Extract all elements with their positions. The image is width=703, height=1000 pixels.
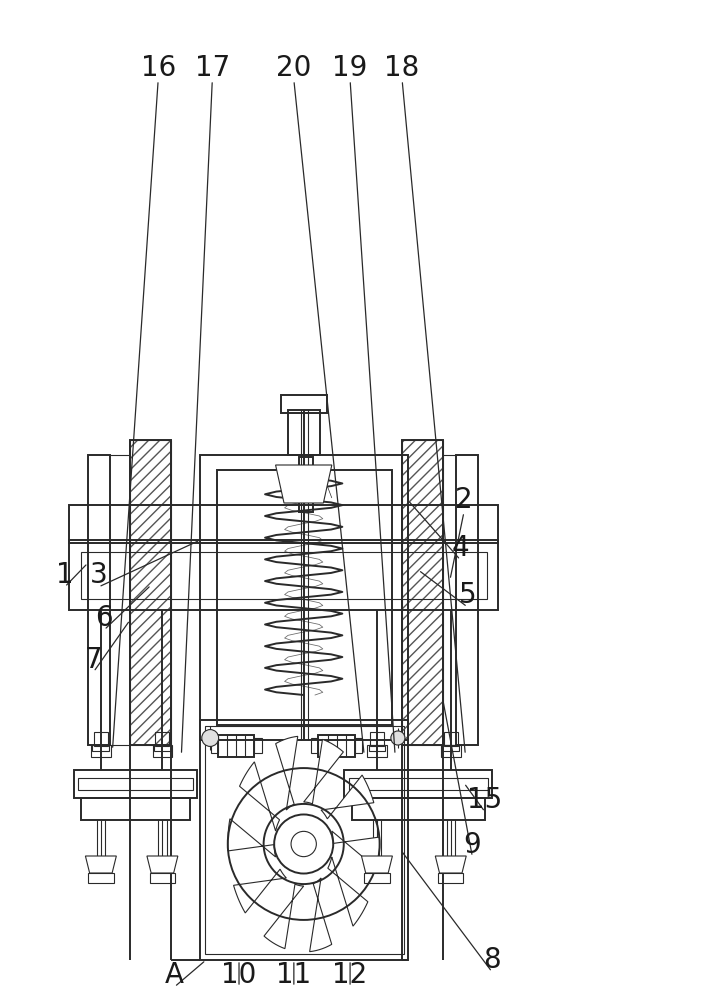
Bar <box>200 455 408 740</box>
Bar <box>218 735 254 757</box>
Polygon shape <box>361 856 392 873</box>
Polygon shape <box>240 762 280 831</box>
Bar <box>355 738 362 753</box>
Bar <box>344 770 492 798</box>
Text: 2: 2 <box>455 486 473 514</box>
Polygon shape <box>147 856 178 873</box>
Bar <box>130 440 171 745</box>
Bar <box>402 440 443 745</box>
Circle shape <box>202 730 219 746</box>
Bar <box>130 440 171 745</box>
Text: 6: 6 <box>95 604 113 632</box>
Bar <box>93 732 108 746</box>
Polygon shape <box>309 878 332 952</box>
Bar <box>154 745 171 751</box>
Text: 11: 11 <box>276 961 311 989</box>
Polygon shape <box>228 819 276 857</box>
Polygon shape <box>264 884 304 949</box>
Text: 18: 18 <box>385 54 420 82</box>
Bar <box>93 745 110 751</box>
Bar <box>352 798 485 820</box>
Polygon shape <box>328 857 368 926</box>
Bar <box>402 440 443 745</box>
Polygon shape <box>276 736 298 810</box>
Bar <box>81 552 487 599</box>
Polygon shape <box>321 775 374 819</box>
Text: 9: 9 <box>463 831 482 859</box>
Bar <box>368 745 385 751</box>
Bar <box>155 732 169 746</box>
Polygon shape <box>304 739 343 804</box>
Bar <box>299 457 313 512</box>
Bar <box>69 505 498 543</box>
Bar <box>367 745 387 757</box>
Text: 12: 12 <box>333 961 368 989</box>
Bar <box>89 873 114 883</box>
Text: 4: 4 <box>451 534 470 562</box>
Text: 10: 10 <box>221 961 257 989</box>
Text: 1: 1 <box>56 561 74 589</box>
Text: A: A <box>165 961 184 989</box>
Bar <box>456 455 478 745</box>
Bar <box>81 798 190 820</box>
Bar <box>370 732 384 746</box>
Text: 15: 15 <box>467 786 503 814</box>
Bar <box>69 540 498 610</box>
Bar <box>153 745 172 757</box>
Bar <box>311 738 318 753</box>
Text: 8: 8 <box>483 946 501 974</box>
Polygon shape <box>86 856 117 873</box>
Bar <box>200 720 408 960</box>
Text: 20: 20 <box>276 54 311 82</box>
Text: 19: 19 <box>333 54 368 82</box>
Circle shape <box>391 731 405 745</box>
Polygon shape <box>276 465 332 503</box>
Bar <box>205 726 404 954</box>
Polygon shape <box>435 856 466 873</box>
Bar <box>88 455 110 745</box>
Bar <box>441 745 460 757</box>
Bar <box>318 735 355 757</box>
Bar <box>444 732 458 746</box>
Bar <box>442 745 459 751</box>
Bar <box>281 395 327 413</box>
Polygon shape <box>332 831 380 869</box>
Bar <box>91 745 110 757</box>
Bar <box>211 738 218 753</box>
Text: 16: 16 <box>141 54 176 82</box>
Bar <box>217 470 392 725</box>
Bar <box>254 738 262 753</box>
Bar <box>349 778 488 790</box>
Bar <box>74 770 197 798</box>
Bar <box>78 778 193 790</box>
Bar <box>288 410 320 455</box>
Text: 17: 17 <box>195 54 230 82</box>
Bar <box>364 873 389 883</box>
Bar <box>150 873 175 883</box>
Text: 7: 7 <box>84 646 103 674</box>
Polygon shape <box>233 869 286 913</box>
Text: 3: 3 <box>89 561 108 589</box>
Bar <box>438 873 463 883</box>
Text: 5: 5 <box>458 581 477 609</box>
